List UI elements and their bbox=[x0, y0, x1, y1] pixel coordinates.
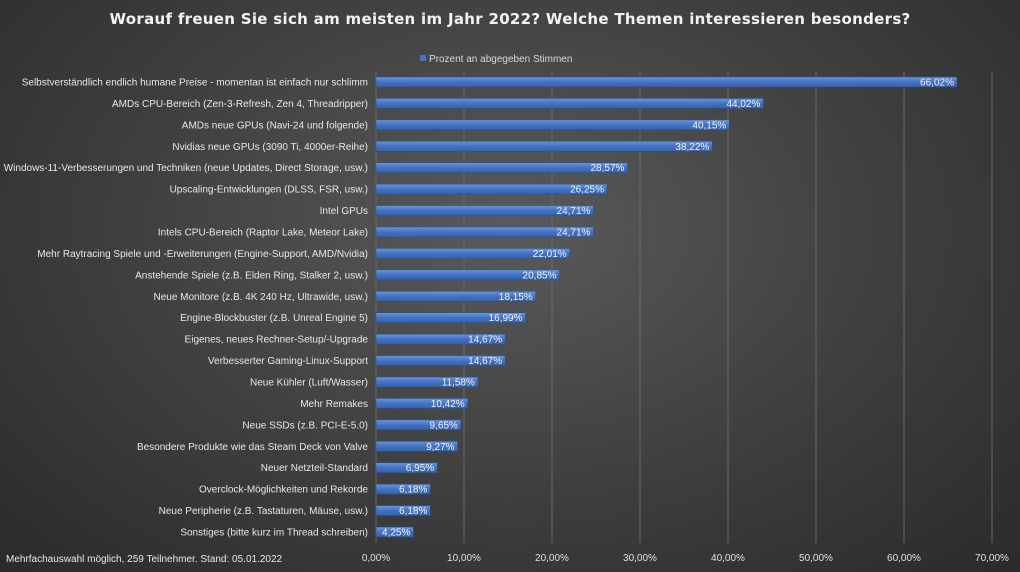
bar bbox=[375, 333, 506, 345]
category-label: Eigenes, neues Rechner-Setup/-Upgrade bbox=[185, 335, 369, 346]
bar bbox=[375, 483, 431, 495]
category-label: Neue Kühler (Luft/Wasser) bbox=[250, 378, 368, 389]
category-label: Upscaling-Entwicklungen (DLSS, FSR, usw.… bbox=[170, 185, 368, 196]
bar bbox=[375, 205, 594, 216]
bar bbox=[375, 441, 458, 452]
x-tick-label: 60,00% bbox=[887, 553, 921, 564]
category-label: Selbstverständlich endlich humane Preise… bbox=[22, 78, 368, 89]
x-tick-label: 20,00% bbox=[535, 553, 569, 564]
bar bbox=[375, 355, 506, 366]
category-label: Neue SSDs (z.B. PCI-E-5.0) bbox=[242, 420, 368, 431]
x-tick-label: 30,00% bbox=[623, 553, 657, 564]
value-labels: 66,02% 44,02%40,15% 38,22% 28,57% 26,25% 24,7… bbox=[382, 78, 954, 539]
data-label: 28,57% bbox=[590, 163, 624, 174]
legend-entry: Prozent an abgegeben Stimmen bbox=[429, 54, 572, 65]
bar bbox=[375, 119, 730, 131]
bar bbox=[375, 419, 462, 431]
data-label: 4,25% bbox=[382, 528, 410, 539]
category-label: Anstehende Spiele (z.B. Elden Ring, Stal… bbox=[135, 270, 368, 281]
chart-title: Worauf freuen Sie sich am meisten im Jah… bbox=[109, 10, 910, 28]
category-label: Neuer Netzteil-Standard bbox=[261, 463, 368, 474]
bar bbox=[375, 462, 438, 473]
category-label: AMDs neue GPUs (Navi-24 und folgende) bbox=[182, 120, 368, 131]
bar bbox=[375, 398, 468, 409]
category-label: Engine-Blockbuster (z.B. Unreal Engine 5… bbox=[180, 313, 368, 324]
category-label: Sonstiges (bitte kurz im Thread schreibe… bbox=[180, 528, 368, 539]
x-tick-label: 70,00% bbox=[975, 553, 1009, 564]
category-label: Verbesserter Gaming-Linux-Support bbox=[208, 356, 368, 367]
bar bbox=[375, 505, 431, 516]
bar bbox=[375, 269, 560, 281]
category-label: Mehr Remakes bbox=[300, 399, 368, 410]
bar bbox=[375, 183, 608, 195]
data-label: 16,99% bbox=[489, 313, 523, 324]
data-label: 14,67% bbox=[468, 335, 502, 346]
x-tick-label: 50,00% bbox=[799, 553, 833, 564]
data-label: 9,65% bbox=[430, 420, 458, 431]
legend-swatch bbox=[420, 55, 426, 61]
bar bbox=[375, 376, 479, 388]
bar bbox=[375, 291, 536, 302]
data-label: 22,01% bbox=[533, 249, 567, 260]
category-label: Neue Peripherie (z.B. Tastaturen, Mäuse,… bbox=[159, 506, 368, 517]
data-label: 6,95% bbox=[406, 463, 434, 474]
data-label: 24,71% bbox=[557, 206, 591, 217]
data-label: 11,58% bbox=[442, 378, 475, 389]
category-label: Intels CPU-Bereich (Raptor Lake, Meteor … bbox=[158, 228, 368, 239]
category-label: Besondere Produkte wie das Steam Deck vo… bbox=[137, 442, 368, 453]
data-label: 44,02% bbox=[726, 99, 760, 110]
bar bbox=[375, 141, 713, 152]
bar bbox=[375, 248, 570, 259]
x-axis-tick-labels: 0,00% 10,00% 20,00% 30,00% 40,00% 50,00% 60,00… bbox=[362, 553, 1009, 564]
category-label: Mehr Raytracing Spiele und -Erweiterunge… bbox=[37, 249, 368, 260]
category-label: Overclock-Möglichkeiten und Rekorde bbox=[199, 485, 368, 496]
legend: Prozent an abgegeben Stimmen bbox=[420, 54, 572, 65]
data-label: 6,18% bbox=[399, 506, 427, 517]
data-label: 38,22% bbox=[675, 142, 709, 153]
data-label: 26,25% bbox=[570, 185, 604, 196]
data-label: 18,15% bbox=[499, 292, 533, 303]
category-labels: Selbstverständlich endlich humane Preise… bbox=[4, 78, 369, 539]
data-label: 6,18% bbox=[399, 485, 427, 496]
footnote: Mehrfachauswahl möglich, 259 Teilnehmer.… bbox=[6, 554, 283, 565]
x-tick-label: 40,00% bbox=[711, 553, 745, 564]
data-label: 14,67% bbox=[468, 356, 502, 367]
category-label: Nvidias neue GPUs (3090 Ti, 4000er-Reihe… bbox=[172, 142, 368, 153]
bar bbox=[375, 312, 526, 323]
data-label: 40,15% bbox=[692, 120, 726, 131]
bar bbox=[375, 98, 764, 109]
data-label: 24,71% bbox=[557, 228, 591, 239]
data-label: 20,85% bbox=[523, 270, 557, 281]
bar bbox=[375, 226, 594, 238]
category-label: Windows-11-Verbesserungen und Techniken … bbox=[4, 163, 368, 174]
data-label: 10,42% bbox=[431, 399, 465, 410]
category-label: Neue Monitore (z.B. 4K 240 Hz, Ultrawide… bbox=[153, 292, 368, 303]
bar bbox=[375, 76, 958, 88]
bar bbox=[375, 526, 414, 538]
category-label: AMDs CPU-Bereich (Zen-3-Refresh, Zen 4, … bbox=[112, 99, 368, 110]
data-label: 66,02% bbox=[920, 78, 954, 89]
data-label: 9,27% bbox=[426, 442, 454, 453]
bar bbox=[375, 162, 628, 173]
bars bbox=[375, 76, 958, 538]
x-tick-label: 10,00% bbox=[447, 553, 481, 564]
category-label: Intel GPUs bbox=[320, 206, 368, 217]
x-tick-label: 0,00% bbox=[362, 553, 390, 564]
